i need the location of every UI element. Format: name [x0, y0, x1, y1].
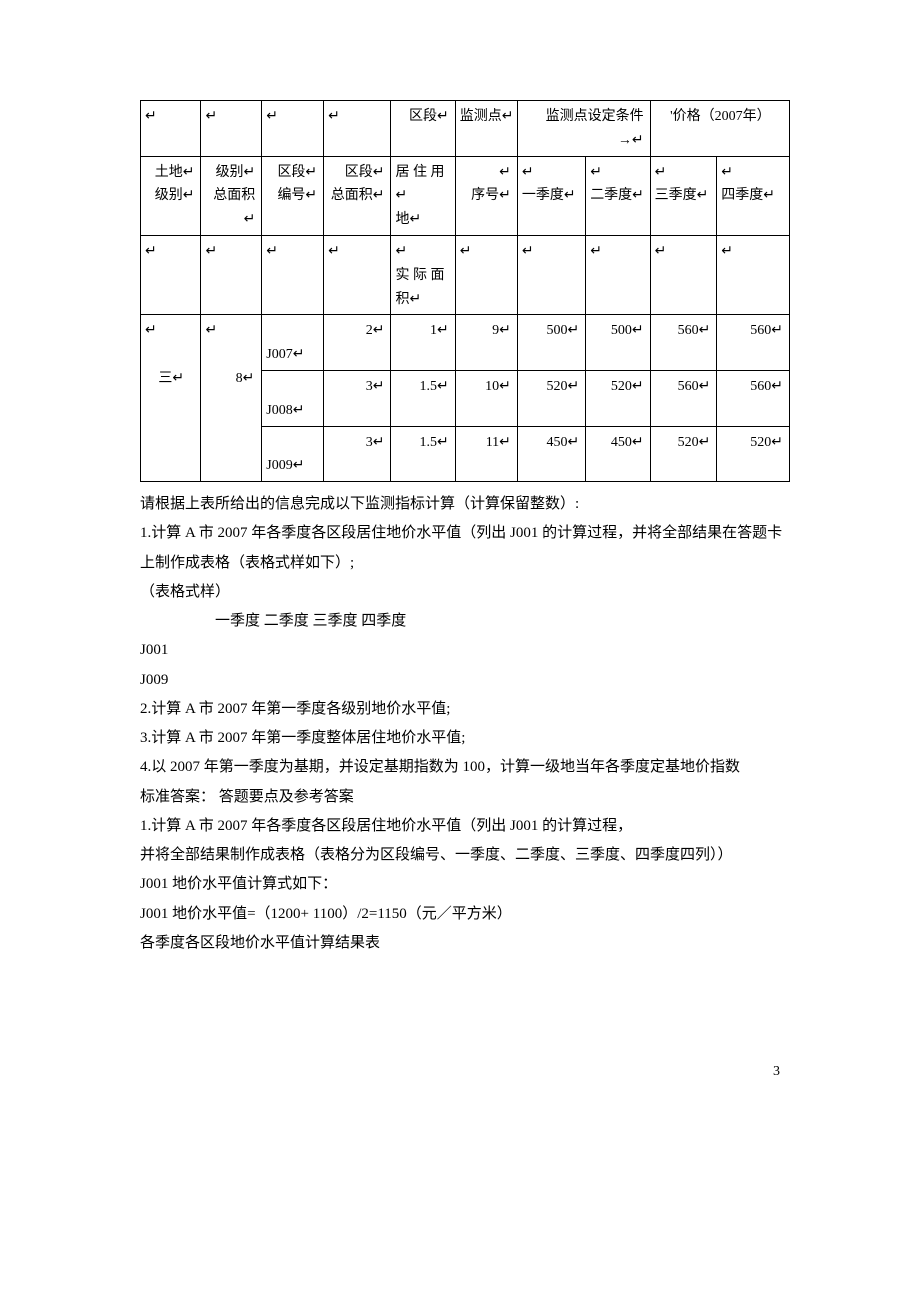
h-actual-b: 积↵	[395, 292, 421, 307]
h-col4a: 区段↵	[345, 165, 385, 180]
paragraph: 并将全部结果制作成表格（表格分为区段编号、一季度、二季度、三季度、四季度四列））	[140, 841, 790, 870]
cell-q2: 500↵	[586, 315, 650, 371]
h-q3: 三季度↵	[655, 188, 709, 203]
paragraph: J001 地价水平值=（1200+ 1100）/2=1150（元／平方米）	[140, 900, 790, 929]
paragraph: 3.计算 A 市 2007 年第一季度整体居住地价水平值;	[140, 724, 790, 753]
h-col2a: 级别↵	[216, 165, 256, 180]
cell-q1: 500↵	[517, 315, 585, 371]
cell-rarea: 1.5↵	[391, 426, 455, 482]
paragraph: 标准答案： 答题要点及参考答案	[140, 783, 790, 812]
document-page: ↵ ↵ ↵ ↵ 区段↵ 监测点↵ 监测点设定条件→↵ '价格（2007年） 土地…	[0, 0, 920, 1145]
cell-empty: ↵	[266, 109, 278, 124]
h-col1a: 土地↵	[155, 165, 195, 180]
cell-q4: 560↵	[717, 370, 790, 426]
table-header-row: ↵ ↵ ↵ ↵ 区段↵ 监测点↵ 监测点设定条件→↵ '价格（2007年）	[141, 101, 790, 157]
paragraph: J001 地价水平值计算式如下：	[140, 870, 790, 899]
h-col3a: 区段↵	[277, 165, 317, 180]
h-col2b: 总面积↵	[213, 188, 255, 227]
paragraph: J009	[140, 666, 790, 695]
header-point: 监测点↵	[455, 101, 517, 157]
h-q2: 二季度↵	[590, 188, 644, 203]
paragraph: 2.计算 A 市 2007 年第一季度各级别地价水平值;	[140, 695, 790, 724]
paragraph: 一季度 二季度 三季度 四季度	[140, 607, 790, 636]
paragraph: 1.计算 A 市 2007 年各季度各区段居住地价水平值（列出 J001 的计算…	[140, 519, 790, 578]
h-q1: 一季度↵	[522, 188, 576, 203]
cell-rarea: 1↵	[391, 315, 455, 371]
table-subheader-row: 土地↵级别↵ 级别↵总面积↵ 区段↵编号↵ 区段↵总面积↵ 居 住 用↵地↵ ↵…	[141, 156, 790, 235]
data-table: ↵ ↵ ↵ ↵ 区段↵ 监测点↵ 监测点设定条件→↵ '价格（2007年） 土地…	[140, 100, 790, 482]
cell-q1: 520↵	[517, 370, 585, 426]
h-col5b: 地↵	[395, 212, 421, 227]
table-subheader-row2: ↵ ↵ ↵ ↵ ↵实 际 面积↵ ↵ ↵ ↵ ↵ ↵	[141, 235, 790, 314]
h-col3b: 编号↵	[277, 188, 317, 203]
cell-empty: ↵	[328, 109, 340, 124]
header-price: '价格（2007年）	[650, 101, 789, 157]
cell-q4: 520↵	[717, 426, 790, 482]
cell-code: J007↵	[266, 347, 304, 362]
cell-seq: 10↵	[455, 370, 517, 426]
paragraph: 4.以 2007 年第一季度为基期，并设定基期指数为 100，计算一级地当年各季…	[140, 753, 790, 782]
paragraph: 1.计算 A 市 2007 年各季度各区段居住地价水平值（列出 J001 的计算…	[140, 812, 790, 841]
cell-area: 8↵	[205, 367, 258, 391]
paragraph: 请根据上表所给出的信息完成以下监测指标计算（计算保留整数）:	[140, 490, 790, 519]
cell-seq: 9↵	[455, 315, 517, 371]
h-actual-a: 实 际 面	[395, 268, 444, 283]
cell-q3: 560↵	[650, 370, 717, 426]
cell-q4: 560↵	[717, 315, 790, 371]
paragraph: 各季度各区段地价水平值计算结果表	[140, 929, 790, 958]
cell-q2: 520↵	[586, 370, 650, 426]
cell-sarea: 3↵	[324, 426, 391, 482]
cell-q3: 520↵	[650, 426, 717, 482]
cell-q3: 560↵	[650, 315, 717, 371]
cell-empty: ↵	[145, 109, 157, 124]
h-col6: 序号↵	[471, 188, 511, 203]
paragraph: （表格式样）	[140, 578, 790, 607]
page-number: 3	[140, 1058, 790, 1085]
h-q4: 四季度↵	[721, 188, 775, 203]
cell-code: J009↵	[266, 458, 304, 473]
cell-q1: 450↵	[517, 426, 585, 482]
h-col1b: 级别↵	[155, 188, 195, 203]
cell-code: J008↵	[266, 403, 304, 418]
h-col5a: 居 住 用	[395, 165, 444, 180]
cell-sarea: 2↵	[324, 315, 391, 371]
cell-seq: 11↵	[455, 426, 517, 482]
header-section: 区段↵	[391, 101, 455, 157]
cell-empty: ↵	[205, 109, 217, 124]
cell-rarea: 1.5↵	[391, 370, 455, 426]
paragraph: J001	[140, 636, 790, 665]
cell-level: 三↵	[145, 367, 197, 391]
cell-q2: 450↵	[586, 426, 650, 482]
header-condition: 监测点设定条件→↵	[517, 101, 650, 157]
cell-sarea: 3↵	[324, 370, 391, 426]
h-col4b: 总面积↵	[331, 188, 385, 203]
table-row: ↵三↵ ↵8↵ J007↵ 2↵ 1↵ 9↵ 500↵ 500↵ 560↵ 56…	[141, 315, 790, 371]
